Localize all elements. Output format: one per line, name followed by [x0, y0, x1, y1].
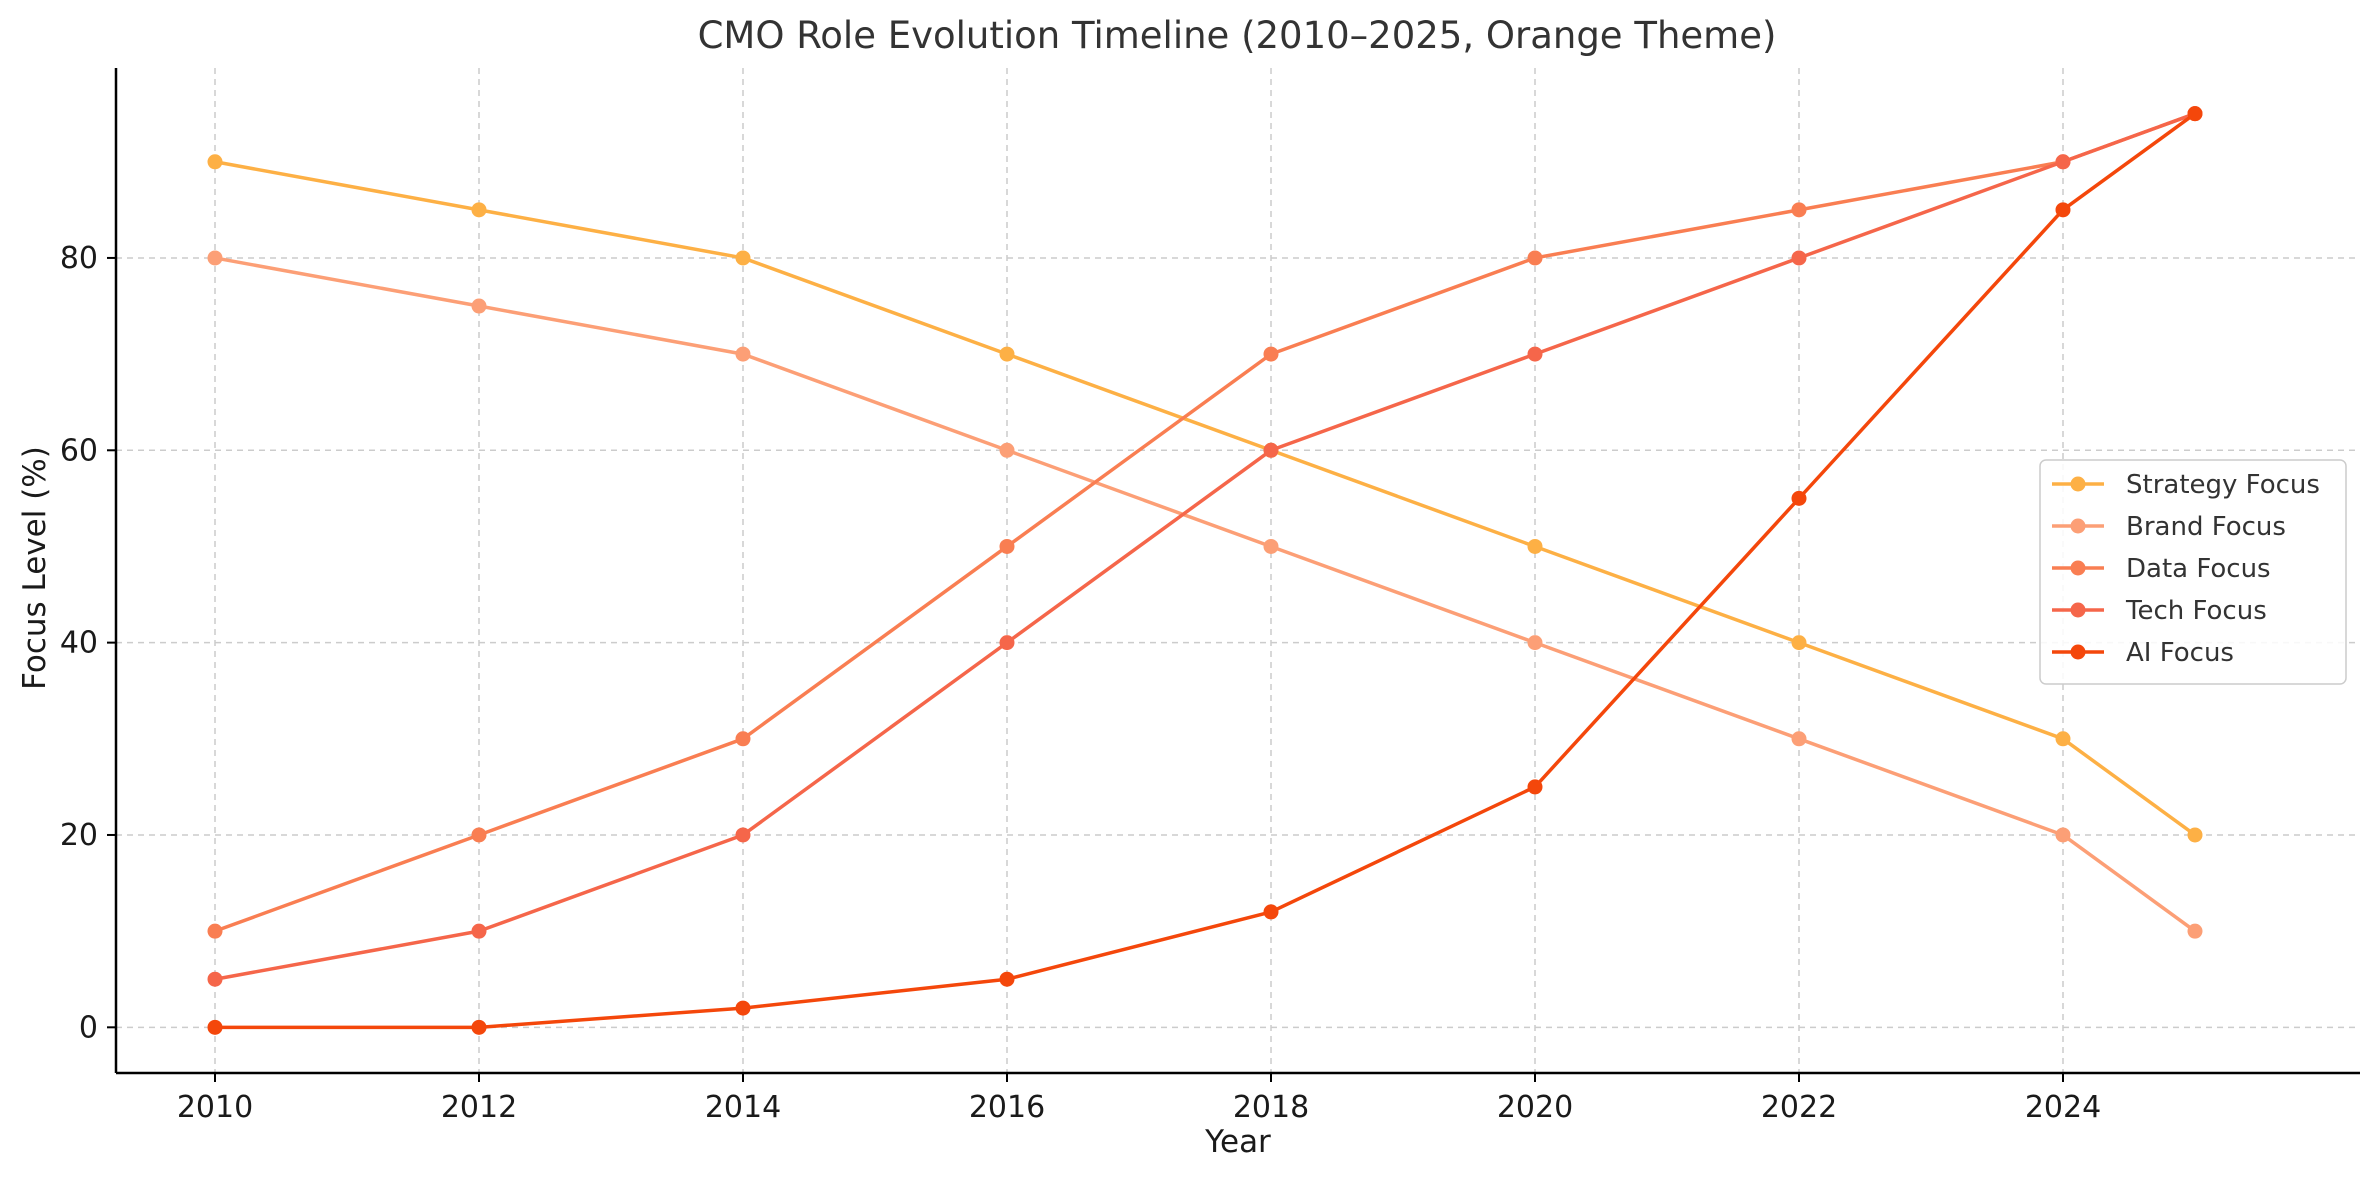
x-tick-label: 2018 [1233, 1090, 1309, 1125]
data-point [1527, 779, 1543, 795]
y-tick-label: 80 [60, 241, 98, 276]
chart-title: CMO Role Evolution Timeline (2010–2025, … [698, 14, 1777, 57]
legend-swatch-marker [2070, 476, 2086, 492]
data-point [999, 971, 1015, 987]
data-point [735, 346, 751, 362]
y-tick-label: 0 [79, 1010, 98, 1045]
data-point [1791, 250, 1807, 266]
x-tick-label: 2012 [441, 1090, 517, 1125]
data-point [1527, 346, 1543, 362]
data-point [735, 827, 751, 843]
data-point [2187, 106, 2203, 122]
data-point [2055, 154, 2071, 170]
legend-label: Strategy Focus [2126, 470, 2320, 500]
series-line [214, 112, 2196, 981]
legend-item: Tech Focus [2052, 596, 2267, 626]
data-point [735, 250, 751, 266]
data-point [1527, 250, 1543, 266]
legend-swatch-marker [2070, 644, 2086, 660]
data-point [1791, 202, 1807, 218]
series-layer [207, 106, 2203, 1035]
x-tick-label: 2016 [969, 1090, 1045, 1125]
data-point [735, 731, 751, 747]
legend-label: Data Focus [2126, 554, 2271, 584]
axes: 2010 2012 2014 2016 2018 2020 2022 2024 0 20 40 60 8… [60, 68, 2360, 1125]
legend-item: Strategy Focus [2052, 470, 2320, 500]
data-point [471, 827, 487, 843]
data-point [1791, 635, 1807, 651]
data-point [207, 971, 223, 987]
data-point [471, 923, 487, 939]
x-tick-label: 2024 [2025, 1090, 2101, 1125]
data-point [2187, 923, 2203, 939]
series-line [214, 256, 2197, 933]
data-point [1527, 538, 1543, 554]
data-point [1791, 490, 1807, 506]
data-point [471, 202, 487, 218]
data-point [1263, 538, 1279, 554]
legend-swatch-marker [2070, 602, 2086, 618]
legend-label: Brand Focus [2126, 512, 2286, 542]
x-tick-label: 2020 [1497, 1090, 1573, 1125]
data-point [2055, 827, 2071, 843]
data-point [1791, 731, 1807, 747]
data-point [2187, 827, 2203, 843]
data-point [2055, 202, 2071, 218]
legend-item: Data Focus [2052, 554, 2271, 584]
data-point [207, 154, 223, 170]
x-tick-label: 2014 [705, 1090, 781, 1125]
data-point [999, 346, 1015, 362]
data-point [207, 250, 223, 266]
data-point [999, 635, 1015, 651]
series-brand-focus [207, 250, 2203, 939]
series-tech-focus [207, 106, 2203, 987]
y-tick-label: 40 [60, 626, 98, 661]
legend: Strategy Focus Brand Focus Data Focus Tech … [2039, 459, 2347, 685]
data-point [207, 923, 223, 939]
data-point [2055, 731, 2071, 747]
legend-item: Brand Focus [2052, 512, 2286, 542]
legend-swatch-marker [2070, 518, 2086, 534]
data-point [1527, 635, 1543, 651]
x-axis-label: Year [1204, 1124, 1271, 1160]
data-point [1263, 442, 1279, 458]
data-point [1263, 346, 1279, 362]
legend-swatch-marker [2070, 560, 2086, 576]
series-ai-focus [207, 106, 2203, 1035]
series-line [215, 112, 2197, 1030]
data-point [1263, 904, 1279, 920]
x-tick-label: 2022 [1761, 1090, 1837, 1125]
data-point [207, 1019, 223, 1035]
y-axis-label: Focus Level (%) [17, 446, 53, 690]
data-point [735, 1000, 751, 1016]
legend-label: AI Focus [2126, 638, 2234, 668]
data-point [999, 538, 1015, 554]
x-tick-label: 2010 [177, 1090, 253, 1125]
data-point [471, 1019, 487, 1035]
y-tick-label: 20 [60, 818, 98, 853]
data-point [999, 442, 1015, 458]
grid [116, 68, 2360, 1073]
legend-label: Tech Focus [2125, 596, 2267, 626]
legend-box [2039, 459, 2347, 685]
y-tick-label: 60 [60, 433, 98, 468]
legend-item: AI Focus [2052, 638, 2234, 668]
data-point [471, 298, 487, 314]
